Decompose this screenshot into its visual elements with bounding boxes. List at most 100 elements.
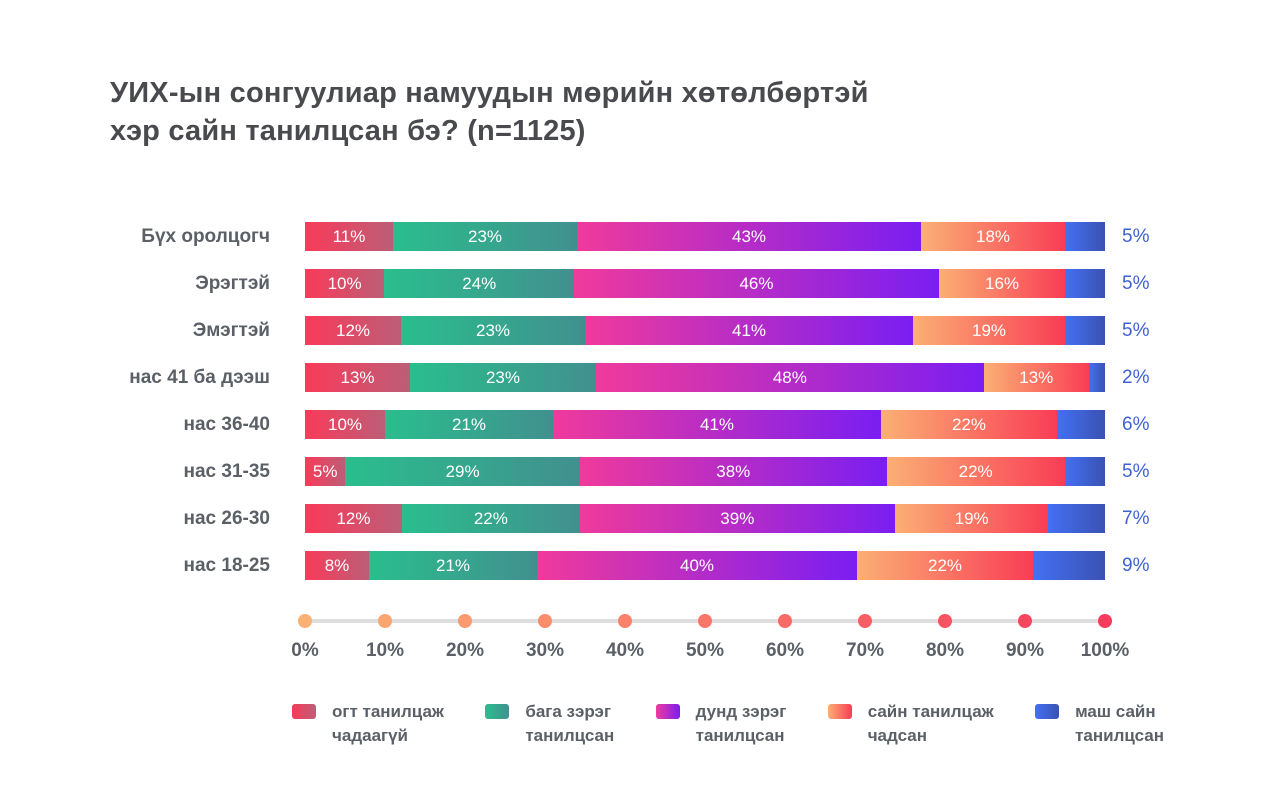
- legend-item-1: огт танилцаж чадаагүй: [292, 700, 444, 748]
- segment-value-label: 21%: [451, 414, 487, 434]
- segment-value-label: 10%: [327, 273, 362, 293]
- bar-segment-2: 29%: [345, 457, 580, 486]
- stacked-bar: 8% 21% 40% 22%: [305, 551, 1105, 580]
- segment-value-label: 8%: [324, 555, 350, 575]
- legend-item-4: сайн танилцаж чадсан: [827, 700, 994, 748]
- bar-segment-3: 41%: [553, 410, 881, 439]
- segment-value-label: 22%: [951, 414, 987, 434]
- axis-tick-label: 50%: [685, 640, 725, 661]
- bar-segment-4: 22%: [886, 457, 1065, 486]
- bar-rows: Бүх оролцогч 11% 23% 43% 18% 5% Эрэгтэй 10% 24% 4…: [0, 222, 1263, 598]
- bar-segment-1: 10%: [305, 269, 385, 298]
- axis-dot: [298, 614, 312, 628]
- segment-value-label: 16%: [984, 273, 1020, 293]
- axis-tick-label: 40%: [605, 640, 645, 661]
- chart-title-line-1: УИХ-ын сонгуулиар намуудын мөрийн хөтөлб…: [110, 77, 869, 109]
- stacked-bar: 12% 22% 39% 19%: [305, 504, 1105, 533]
- legend-label-line: огт танилцаж: [332, 702, 444, 721]
- row-label: нас 41 ба дээш: [129, 366, 270, 388]
- axis-tick-label: 100%: [1080, 640, 1130, 661]
- bar-segment-2: 22%: [401, 504, 580, 533]
- bar-segment-5: [1033, 551, 1105, 580]
- bar-segment-3: 46%: [574, 269, 939, 298]
- row-label: Бүх оролцогч: [141, 225, 270, 247]
- bar-row: нас 36-40 10% 21% 41% 22% 6%: [0, 410, 1263, 439]
- bar-segment-4: 18%: [921, 222, 1065, 251]
- segment-value-label: 21%: [435, 555, 471, 575]
- row-label: Эрэгтэй: [195, 272, 270, 294]
- segment-value-label: 5%: [312, 461, 338, 481]
- end-value-label: 5%: [1122, 319, 1150, 341]
- segment-value-label: 10%: [327, 414, 363, 434]
- bar-segment-5: [1048, 504, 1105, 533]
- legend-swatch: [292, 704, 316, 719]
- stacked-bar: 10% 21% 41% 22%: [305, 410, 1105, 439]
- axis-dot: [378, 614, 392, 628]
- segment-value-label: 23%: [485, 367, 520, 387]
- axis-dot: [778, 614, 792, 628]
- legend-label: бага зэрэг танилцсан: [525, 700, 614, 748]
- legend-label-line: чадаагүй: [332, 726, 409, 745]
- axis-dot: [858, 614, 872, 628]
- bar-row: Бүх оролцогч 11% 23% 43% 18% 5%: [0, 222, 1263, 251]
- row-label: нас 18-25: [183, 554, 270, 576]
- segment-value-label: 39%: [720, 508, 755, 528]
- axis-tick-label: 60%: [765, 640, 805, 661]
- bar-segment-1: 13%: [305, 363, 411, 392]
- row-label: нас 36-40: [183, 413, 270, 435]
- axis-tick-label: 90%: [1005, 640, 1045, 661]
- bar-segment-5: [1065, 222, 1105, 251]
- legend-item-5: маш сайн танилцсан: [1035, 700, 1164, 748]
- stacked-bar: 10% 24% 46% 16%: [305, 269, 1105, 298]
- legend-swatch: [1035, 704, 1060, 719]
- segment-value-label: 19%: [971, 320, 1007, 340]
- legend-label-line: чадсан: [867, 726, 927, 745]
- bar-segment-4: 22%: [857, 551, 1033, 580]
- bar-segment-1: 8%: [305, 551, 369, 580]
- bar-segment-1: 10%: [305, 410, 385, 439]
- end-value-label: 6%: [1122, 413, 1150, 435]
- bar-segment-1: 5%: [305, 457, 346, 486]
- chart-title: УИХ-ын сонгуулиар намуудын мөрийн хөтөлб…: [110, 74, 869, 150]
- axis-tick-label: 0%: [291, 640, 319, 661]
- chart-title-line-2: хэр сайн танилцсан бэ? (n=1125): [110, 115, 586, 147]
- segment-value-label: 29%: [445, 461, 480, 481]
- segment-value-label: 11%: [332, 226, 366, 246]
- segment-value-label: 13%: [1019, 367, 1054, 387]
- segment-value-label: 46%: [739, 273, 774, 293]
- bar-segment-3: 39%: [579, 504, 895, 533]
- end-value-label: 2%: [1122, 366, 1150, 388]
- bar-segment-2: 21%: [385, 410, 553, 439]
- legend-swatch: [655, 704, 680, 719]
- segment-value-label: 22%: [927, 555, 963, 575]
- axis-tick-label: 20%: [445, 640, 485, 661]
- stacked-bar: 5% 29% 38% 22%: [305, 457, 1105, 486]
- axis-dot: [458, 614, 472, 628]
- legend-label-line: бага зэрэг: [525, 702, 612, 721]
- bar-segment-4: 13%: [983, 363, 1089, 392]
- bar-segment-5: [1065, 269, 1105, 298]
- legend-item-2: бага зэрэг танилцсан: [485, 700, 614, 748]
- axis-tick-label: 80%: [925, 640, 965, 661]
- legend-label-line: дунд зэрэг: [695, 702, 787, 721]
- bar-segment-1: 11%: [305, 222, 393, 251]
- bar-segment-2: 23%: [393, 222, 577, 251]
- end-value-label: 5%: [1122, 460, 1150, 482]
- axis-dot: [618, 614, 632, 628]
- bar-segment-1: 12%: [305, 316, 401, 345]
- segment-value-label: 19%: [954, 508, 989, 528]
- segment-value-label: 12%: [336, 508, 371, 528]
- bar-row: Эрэгтэй 10% 24% 46% 16% 5%: [0, 269, 1263, 298]
- legend-label-line: танилцсан: [1075, 726, 1164, 745]
- segment-value-label: 22%: [958, 461, 993, 481]
- stacked-bar: 13% 23% 48% 13%: [305, 363, 1105, 392]
- segment-value-label: 40%: [679, 555, 715, 575]
- segment-value-label: 22%: [473, 508, 508, 528]
- bar-row: нас 18-25 8% 21% 40% 22% 9%: [0, 551, 1263, 580]
- segment-value-label: 38%: [716, 461, 751, 481]
- bar-segment-2: 23%: [410, 363, 596, 392]
- bar-segment-4: 19%: [894, 504, 1049, 533]
- bar-segment-2: 23%: [401, 316, 585, 345]
- bar-segment-4: 16%: [938, 269, 1066, 298]
